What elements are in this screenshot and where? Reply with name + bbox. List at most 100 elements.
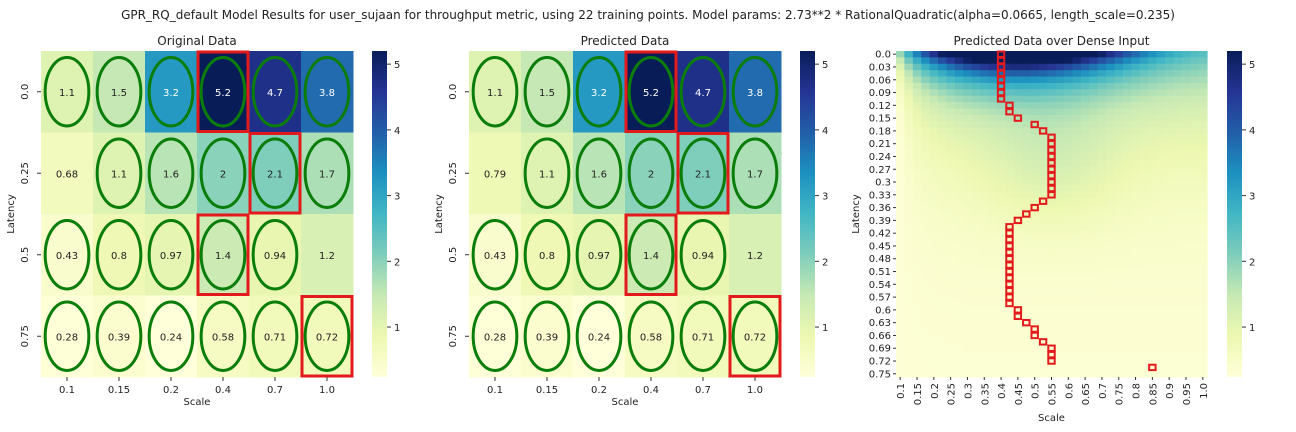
dense-cell [1114,345,1124,353]
max-path-marker [1030,203,1039,212]
dense-cell [1164,306,1174,314]
dense-cell [1122,229,1132,237]
dense-cell [929,338,939,346]
dense-cell [1114,82,1124,90]
max-path-marker [1148,363,1157,372]
dense-cell [1064,51,1074,58]
dense-cell [1089,108,1099,116]
dense-cell [1106,364,1116,372]
dense-cell [980,364,990,372]
dense-cell [1038,223,1048,231]
dense-cell [1106,300,1116,308]
dense-cell [980,121,990,129]
dense-cell [1114,89,1124,97]
dense-cell [929,51,939,58]
training-point-ellipse [95,56,143,128]
dense-cell [1190,185,1200,193]
dense-cell [1055,357,1065,365]
dense-cell [904,76,914,84]
dense-cell [963,185,973,193]
y-tick-label: 0.42 [869,229,891,240]
dense-cell [1131,70,1141,78]
dense-cell [1013,70,1023,78]
dense-cell [1148,236,1158,244]
dense-cell [1131,229,1141,237]
cell-value-label: 0.39 [108,332,130,343]
dense-cell [1190,95,1200,103]
dense-cell [1022,82,1032,90]
dense-cell [912,357,922,365]
colorbar-tick-label: 4 [394,126,400,137]
figure-suptitle: GPR_RQ_default Model Results for user_su… [121,8,1175,22]
dense-cell [1131,89,1141,97]
dense-cell [1089,146,1099,154]
dense-cell [1055,274,1065,282]
dense-cell [921,210,931,218]
dense-cell [1181,325,1191,333]
dense-cell [1198,89,1208,97]
dense-cell [1131,102,1141,110]
dense-cell [1131,319,1141,327]
dense-cell [1064,121,1074,129]
dense-cell [1030,134,1040,142]
dense-cell [980,178,990,186]
dense-cell [1173,76,1183,84]
x-tick-label: 0.8 [1132,383,1143,399]
dense-cell [1106,229,1116,237]
dense-cell [1038,51,1048,58]
dense-cell [1038,178,1048,186]
heatmap-cell [677,51,730,133]
dense-cell [1089,191,1099,199]
dense-cell [1173,293,1183,301]
dense-cell [1080,261,1090,269]
dense-cell [996,185,1006,193]
dense-cell [1080,172,1090,180]
dense-cell [1089,364,1099,372]
dense-cell [946,325,956,333]
dense-cell [938,178,948,186]
dense-cell [1064,159,1074,167]
dense-cell [904,261,914,269]
dense-cell [1131,57,1141,65]
dense-cell [1122,146,1132,154]
dense-cell [946,51,956,58]
dense-cell [1114,153,1124,161]
dense-cell [1114,134,1124,142]
dense-cell [1022,89,1032,97]
dense-cell [921,293,931,301]
dense-cell [1072,249,1082,257]
dense-cell [946,70,956,78]
dense-cell [904,70,914,78]
dense-cell [1013,345,1023,353]
dense-cell [929,229,939,237]
dense-cell [1173,351,1183,359]
dense-cell [963,82,973,90]
dense-cell [929,274,939,282]
x-axis-label-1: Scale [612,397,639,408]
dense-cell [946,370,956,378]
dense-cell [904,172,914,180]
dense-cell [921,166,931,174]
dense-cell [996,261,1006,269]
dense-cell [938,268,948,276]
dense-cell [1022,293,1032,301]
dense-cell [1005,76,1015,84]
dense-cell [912,114,922,122]
dense-cell [988,229,998,237]
dense-cell [929,325,939,333]
dense-cell [963,370,973,378]
dense-cell [946,261,956,269]
dense-cell [929,198,939,206]
dense-cell [1072,102,1082,110]
dense-cell [1148,306,1158,314]
dense-cell [1173,229,1183,237]
training-point-ellipse [471,219,519,291]
dense-cell [988,332,998,340]
x-tick-label: 1.0 [1199,383,1210,399]
dense-cell [1106,210,1116,218]
dense-cell [921,146,931,154]
dense-cell [1139,223,1149,231]
dense-cell [1047,57,1057,65]
dense-cell [1097,82,1107,90]
dense-cell [980,332,990,340]
